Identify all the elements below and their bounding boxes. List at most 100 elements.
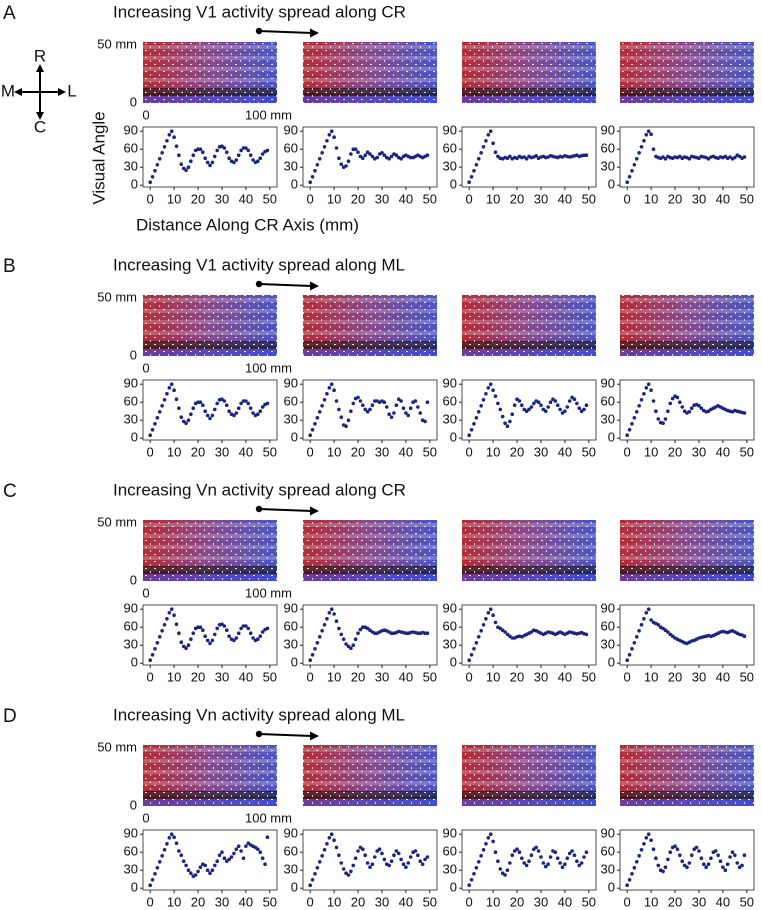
x-tick-label: 10 [644,444,658,459]
data-point [172,388,176,393]
data-point [627,878,632,882]
y-tick-label: 60 [601,619,615,634]
x-tick-label: 0 [307,191,314,206]
x-tick-label: 10 [327,669,341,684]
data-point [651,847,656,851]
data-point [418,859,423,863]
map-dots [303,42,437,103]
y-tick-label: 0 [291,655,298,670]
data-point [718,859,723,863]
data-point [639,623,644,627]
data-point [548,855,553,859]
data-point [212,407,217,412]
data-point [488,129,493,133]
data-point [150,878,155,882]
data-point [651,147,656,151]
data-point [329,129,334,133]
data-point [503,873,507,877]
x-tick-label: 0 [466,669,473,684]
activity-map [620,745,754,806]
activity-map [462,295,596,356]
x-tick-label: 20 [668,444,682,459]
data-point [656,863,661,868]
y-tick-label: 30 [124,412,138,427]
data-point [654,856,658,860]
data-point [527,407,531,412]
data-point [308,883,312,887]
y-tick-label: 90 [284,826,298,841]
data-point [365,861,370,865]
y-tick-label: 90 [124,376,138,391]
map-top-label: 50 mm [97,36,137,51]
data-point [496,401,500,406]
y-tick-label: 90 [284,123,298,138]
data-point [337,407,341,412]
activity-map [143,745,277,806]
data-point [325,139,329,143]
data-point [706,862,711,866]
data-point [346,159,351,163]
data-point [666,409,670,414]
data-point [508,154,512,159]
y-tick-label: 90 [443,123,457,138]
x-tick-label: 20 [668,191,682,206]
data-point [356,631,360,635]
x-tick-label: 40 [716,444,730,459]
data-point [241,856,246,860]
y-axis-label: Visual Angle [89,111,108,204]
data-point [217,853,222,857]
data-point [236,153,241,157]
data-point [260,405,265,409]
data-point [675,395,680,400]
y-tick-label: 60 [284,141,298,156]
data-point [344,642,348,646]
data-point [498,407,503,412]
data-point [179,415,184,420]
x-tick-label: 30 [215,894,229,909]
data-point [389,859,394,863]
data-point [224,150,229,154]
data-point [392,411,396,415]
data-point [663,417,668,421]
data-point [505,424,510,429]
data-point [263,862,267,866]
data-point [222,146,227,150]
data-point [401,862,406,866]
data-point [308,433,312,438]
data-point [575,859,579,863]
y-tick-label: 90 [601,376,615,391]
data-point [334,146,339,150]
data-point [191,153,196,157]
data-point [510,412,515,417]
data-point [425,153,430,157]
data-point [368,865,372,869]
plot-frame [302,126,438,188]
data-point [169,607,174,611]
data-point [344,164,348,168]
data-point [572,853,577,857]
data-point [510,853,515,857]
map-bottom-label: 0 [130,94,137,109]
data-point [496,859,500,863]
data-point [476,410,481,414]
data-point [160,629,164,633]
data-point [479,854,483,858]
data-point [701,862,706,866]
activity-map [143,42,277,103]
data-point [656,623,661,627]
data-point [246,626,251,631]
data-point [162,398,167,402]
x-tick-label: 20 [351,444,365,459]
data-point [212,632,217,637]
data-point [687,410,692,414]
data-point [210,413,215,418]
data-point [220,850,224,854]
data-point [472,872,476,876]
data-point [474,641,479,645]
data-point [265,835,270,839]
data-point [416,405,420,409]
data-point [258,634,263,638]
data-point [165,392,169,396]
map-bottom-label: 0 [130,572,137,587]
map-x-end-label: 100 mm [245,585,292,600]
